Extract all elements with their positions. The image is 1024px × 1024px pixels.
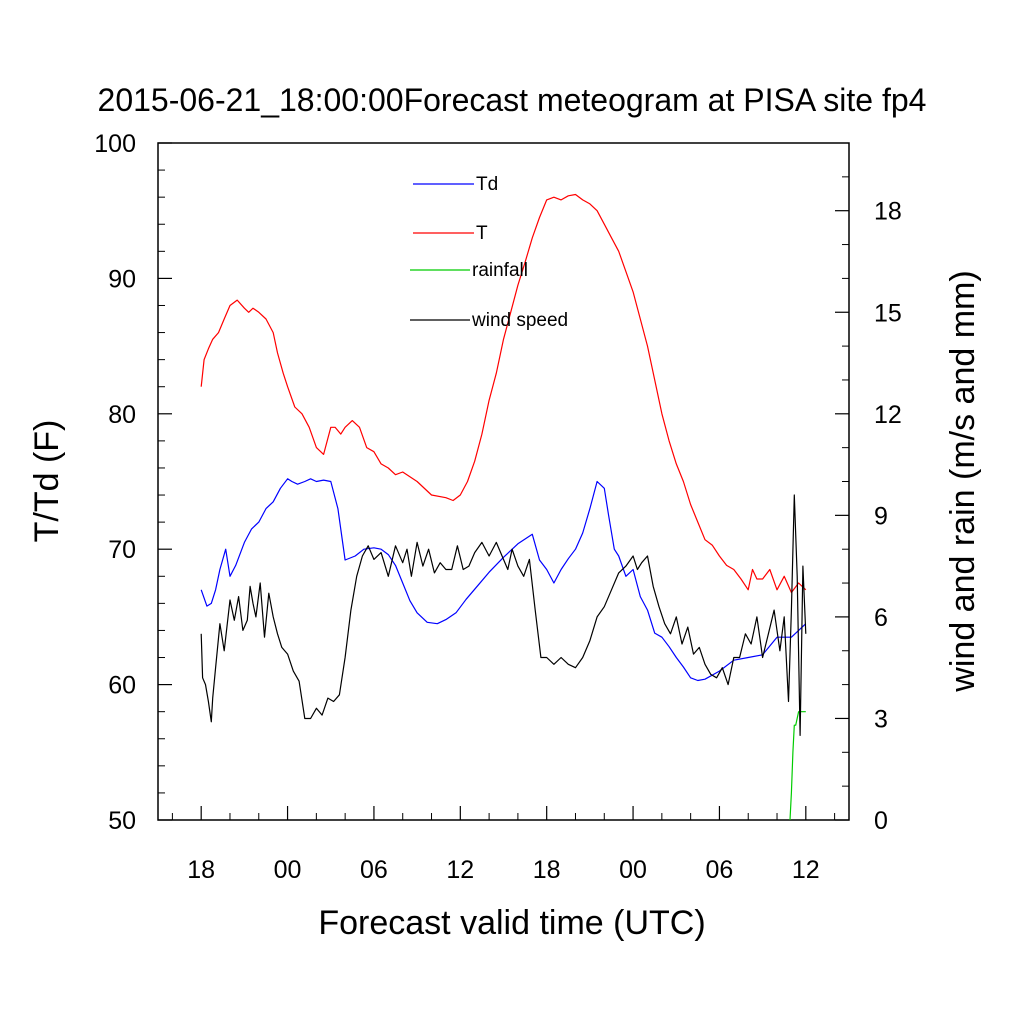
x-tick-label: 18 <box>533 856 561 884</box>
y-right-tick-label: 15 <box>874 299 902 327</box>
plot-frame <box>157 142 850 821</box>
series-line-td <box>200 478 807 682</box>
y-left-tick-label: 50 <box>108 807 136 835</box>
x-tick-label: 12 <box>446 856 474 884</box>
y-axis-right-title: wind and rain (m/s and mm) <box>944 270 982 692</box>
x-axis-title: Forecast valid time (UTC) <box>318 904 705 942</box>
x-tick-label: 12 <box>792 856 820 884</box>
y-left-tick-label: 80 <box>108 401 136 429</box>
y-right-tick-label: 18 <box>874 198 902 226</box>
x-tick-label: 00 <box>274 856 302 884</box>
y-left-tick-label: 100 <box>94 130 136 158</box>
y-left-tick-label: 60 <box>108 672 136 700</box>
y-right-tick-label: 6 <box>874 604 888 632</box>
x-tick-label: 18 <box>187 856 215 884</box>
y-axis-left-title: T/Td (F) <box>28 420 66 543</box>
series-line-wind-speed <box>200 494 807 737</box>
legend-label-td: Td <box>476 174 498 195</box>
legend-label-t: T <box>476 223 488 244</box>
y-right-tick-label: 0 <box>874 807 888 835</box>
y-right-tick-label: 12 <box>874 401 902 429</box>
y-right-tick-label: 9 <box>874 502 888 530</box>
x-tick-label: 00 <box>619 856 647 884</box>
y-left-tick-label: 90 <box>108 265 136 293</box>
series-line-rainfall <box>789 711 806 821</box>
legend-label-rainfall: rainfall <box>472 260 528 281</box>
x-tick-label: 06 <box>706 856 734 884</box>
legend-label-wind-speed: wind speed <box>471 310 568 331</box>
y-left-tick-label: 70 <box>108 536 136 564</box>
y-right-tick-label: 3 <box>874 705 888 733</box>
chart-title: 2015-06-21_18:00:00Forecast meteogram at… <box>98 82 927 118</box>
series-line-t <box>200 193 807 594</box>
x-tick-label: 06 <box>360 856 388 884</box>
